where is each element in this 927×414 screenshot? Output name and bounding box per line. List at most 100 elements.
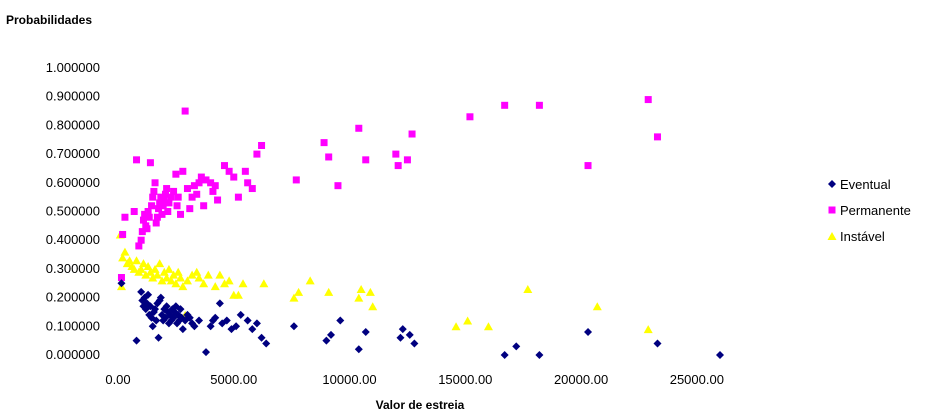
- point-permanente: [334, 182, 342, 190]
- point-instavel: [368, 302, 378, 311]
- point-instavel: [220, 279, 230, 288]
- y-tick-label: 0.600000: [46, 175, 100, 190]
- point-instavel: [294, 287, 304, 296]
- point-permanente: [165, 199, 173, 207]
- point-eventual: [195, 316, 204, 325]
- y-axis-title: Probabilidades: [6, 13, 92, 27]
- point-permanente: [258, 141, 266, 149]
- point-permanente: [202, 176, 210, 184]
- point-eventual: [236, 310, 245, 319]
- point-instavel: [138, 259, 148, 268]
- point-eventual: [151, 305, 160, 314]
- point-eventual: [716, 351, 724, 359]
- point-permanente: [195, 179, 203, 187]
- point-eventual: [252, 319, 261, 328]
- point-instavel: [238, 279, 248, 288]
- x-tick-label: 0.00: [105, 372, 130, 387]
- point-eventual: [178, 325, 187, 334]
- point-permanente: [253, 150, 261, 158]
- point-permanente: [160, 196, 168, 204]
- point-permanente: [653, 133, 661, 141]
- point-instavel: [483, 322, 493, 331]
- point-permanente: [408, 130, 416, 138]
- legend-label-permanente: Permanente: [840, 203, 911, 218]
- point-eventual: [190, 322, 199, 331]
- y-tick-label: 0.400000: [46, 232, 100, 247]
- point-permanente: [644, 96, 652, 104]
- y-tick-label: 0.200000: [46, 290, 100, 305]
- point-eventual: [117, 279, 126, 288]
- point-instavel: [178, 282, 188, 291]
- point-instavel: [148, 273, 158, 282]
- point-eventual: [336, 316, 345, 325]
- point-permanente: [325, 153, 333, 161]
- point-eventual: [148, 322, 157, 331]
- point-permanente: [148, 202, 156, 210]
- point-instavel: [136, 264, 146, 273]
- point-permanente: [183, 185, 191, 193]
- y-tick-label: 0.900000: [46, 89, 100, 104]
- point-instavel: [171, 279, 181, 288]
- point-instavel: [592, 302, 602, 311]
- point-eventual: [211, 313, 220, 322]
- x-tick-label: 10000.00: [322, 372, 376, 387]
- point-permanente: [188, 193, 196, 201]
- point-permanente: [173, 202, 181, 210]
- y-tick-label: 0.300000: [46, 261, 100, 276]
- point-eventual: [176, 305, 185, 314]
- point-permanente: [121, 213, 129, 221]
- point-permanente: [174, 193, 182, 201]
- point-instavel: [224, 276, 234, 285]
- point-permanente: [149, 193, 157, 201]
- point-instavel: [194, 273, 204, 282]
- point-instavel: [233, 290, 243, 299]
- point-instavel: [365, 287, 375, 296]
- point-instavel: [157, 276, 167, 285]
- point-instavel: [141, 270, 151, 279]
- point-instavel: [164, 264, 174, 273]
- legend-marker-instavel: [827, 232, 837, 240]
- point-eventual: [201, 348, 210, 357]
- point-permanente: [186, 205, 194, 213]
- point-eventual: [144, 290, 153, 299]
- point-instavel: [129, 264, 139, 273]
- x-tick-label: 20000.00: [554, 372, 608, 387]
- point-eventual: [396, 333, 405, 342]
- point-instavel: [173, 267, 183, 276]
- point-permanente: [362, 156, 370, 164]
- point-instavel: [166, 276, 176, 285]
- point-permanente: [190, 182, 198, 190]
- point-eventual: [215, 299, 224, 308]
- point-instavel: [132, 256, 142, 265]
- point-eventual: [156, 293, 165, 302]
- point-instavel: [305, 276, 315, 285]
- point-instavel: [215, 270, 225, 279]
- point-eventual: [137, 287, 146, 296]
- x-tick-label: 15000.00: [438, 372, 492, 387]
- point-permanente: [138, 228, 146, 236]
- point-permanente: [248, 185, 256, 193]
- point-instavel: [118, 253, 128, 262]
- point-permanente: [117, 274, 125, 282]
- x-axis-title: Valor de estreia: [376, 398, 465, 412]
- point-permanente: [164, 208, 172, 215]
- point-instavel: [210, 282, 220, 291]
- point-permanente: [170, 187, 178, 195]
- legend-label-eventual: Eventual: [840, 177, 891, 192]
- x-tick-label: 25000.00: [670, 372, 724, 387]
- point-eventual: [132, 336, 141, 345]
- point-eventual: [257, 333, 266, 342]
- point-eventual: [152, 316, 161, 325]
- point-permanente: [244, 179, 252, 187]
- point-permanente: [234, 193, 242, 201]
- point-eventual: [322, 336, 331, 345]
- point-eventual: [206, 322, 215, 331]
- point-instavel: [463, 316, 473, 325]
- point-permanente: [179, 167, 187, 175]
- point-permanente: [135, 242, 143, 250]
- point-permanente: [145, 213, 153, 221]
- point-permanente: [167, 193, 175, 201]
- point-permanente: [158, 210, 166, 218]
- point-eventual: [354, 345, 363, 354]
